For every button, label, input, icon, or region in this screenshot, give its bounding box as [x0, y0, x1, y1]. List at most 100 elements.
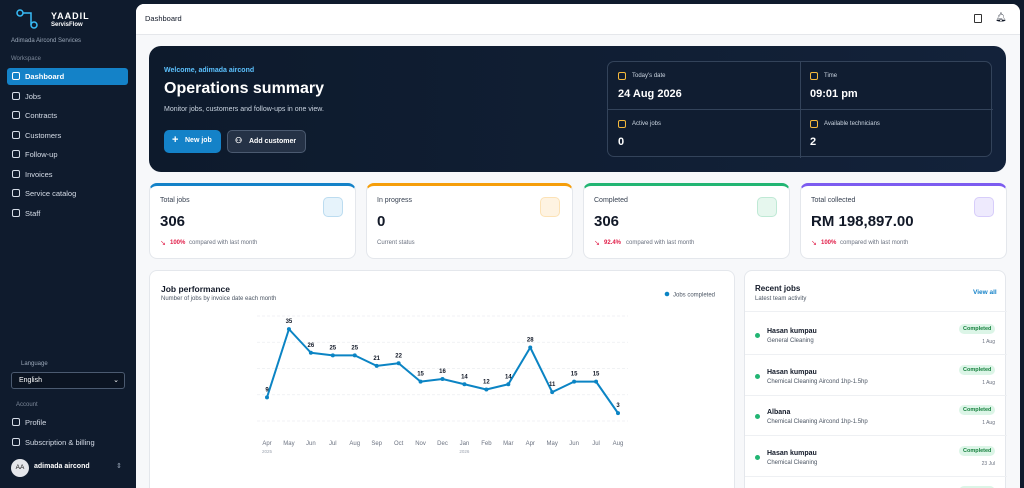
main: Dashboard 🔔︎ Welcome, adimada aircond Op… [136, 4, 1020, 488]
data-label: 25 [329, 345, 336, 351]
nav-label: Dashboard [25, 72, 65, 81]
nav-label: Jobs [25, 91, 41, 101]
nav-item[interactable]: Service catalog [7, 185, 128, 202]
job-name[interactable]: Albana [767, 409, 791, 416]
nav-item[interactable]: Staff [7, 205, 128, 222]
status-dot [755, 373, 760, 379]
point [396, 361, 401, 366]
chart-title: Job performance [161, 284, 230, 294]
chart-subtitle: Number of jobs by invoice date each mont… [161, 296, 277, 302]
data-label: 16 [439, 369, 446, 375]
x-tick-label: May [283, 441, 294, 447]
info-label: Today's date [632, 73, 666, 79]
trend-icon: ↘ [594, 240, 600, 247]
info-icon [810, 120, 818, 128]
stat-value: 306 [160, 213, 186, 230]
job-name[interactable]: Hasan kumpau [767, 328, 817, 335]
point [594, 379, 599, 384]
x-tick-label: Jun [569, 441, 579, 447]
data-label: 28 [527, 338, 534, 344]
x-tick-label: Aug [349, 441, 360, 447]
topbar: Dashboard 🔔︎ [136, 4, 1020, 35]
avatar: AA [11, 459, 29, 477]
x-tick-label: Apr [262, 441, 271, 447]
data-label: 22 [395, 353, 402, 359]
job-date: 1 Aug [982, 420, 995, 426]
language-value: English [19, 377, 42, 384]
divider [745, 475, 1007, 477]
nav-item[interactable]: Contracts [7, 107, 128, 124]
job-date: 23 Jul [981, 460, 995, 467]
job-name[interactable]: Hasan kumpau [767, 368, 817, 376]
x-tick-label: Aug [613, 441, 624, 447]
stat-icon [974, 197, 994, 217]
nav-item[interactable]: Dashboard [7, 68, 128, 85]
data-label: 14 [505, 374, 512, 380]
point [440, 377, 445, 381]
job-date: 1 Aug [982, 339, 995, 345]
point [308, 350, 313, 355]
hero: Welcome, adimada aircond Operations summ… [149, 46, 1006, 172]
info-icon [810, 72, 818, 80]
chart: Apr 2025 May Jun Jul Aug Sep Oct Nov Dec Jan 2026 Fe… [257, 291, 715, 454]
view-all[interactable]: View all [973, 289, 997, 296]
nav-item[interactable]: Follow-up [7, 146, 128, 163]
x-tick-label: Apr [526, 441, 535, 447]
button-label: New job [185, 137, 212, 144]
account-item[interactable]: Profile [7, 414, 128, 431]
job-name[interactable]: Hasan kumpau [767, 449, 817, 457]
user-menu[interactable]: ⇕ [116, 463, 122, 470]
account-item[interactable]: Subscription & billing [7, 434, 128, 451]
legend-dot [664, 291, 670, 297]
x-tick-sublabel: 2025 [262, 449, 273, 454]
user-name[interactable]: adimada aircond [34, 463, 90, 470]
point [418, 379, 423, 384]
account-label: Subscription & billing [25, 437, 95, 447]
chart-card: Job performance Number of jobs by invoic… [149, 270, 735, 488]
trend-icon: ↘ [811, 240, 817, 247]
status-badge: Completed [959, 486, 996, 488]
stat-value: 0 [377, 213, 386, 230]
status-dot [755, 454, 760, 460]
stat-change: 92.4% [604, 240, 622, 246]
status-badge: Completed [959, 364, 996, 375]
add-customer-button[interactable]: ⚇ Add customer [227, 130, 306, 153]
stat-icon [757, 197, 777, 217]
notifications[interactable]: 🔔︎ [995, 12, 1007, 22]
stat-card: In progress 0 Current status [366, 183, 573, 259]
stat-label: Total collected [811, 197, 856, 204]
data-label: 15 [571, 372, 578, 378]
data-label: 3 [616, 403, 620, 409]
panel-toggle[interactable] [974, 14, 982, 23]
account-label: Profile [25, 418, 47, 427]
info-label: Time [824, 73, 838, 79]
point [484, 387, 489, 392]
point [352, 353, 357, 358]
point [572, 379, 577, 384]
x-tick-label: Dec [437, 441, 448, 447]
info-value: 2 [810, 136, 817, 148]
x-tick-label: May [547, 441, 558, 447]
trend-icon: ↘ [160, 240, 166, 247]
nav-item[interactable]: Jobs [7, 88, 128, 105]
data-label: 26 [308, 343, 315, 349]
nav-item[interactable]: Invoices [7, 166, 128, 183]
data-label: 14 [461, 374, 468, 380]
nav-label: Customers [25, 130, 62, 140]
data-label: 11 [549, 382, 556, 388]
divider [745, 435, 1007, 436]
language-select[interactable]: English ⌄ [11, 372, 125, 389]
stat-value: RM 198,897.00 [811, 213, 914, 230]
new-job-button[interactable]: + New job [164, 130, 221, 153]
point [528, 345, 533, 350]
info-icon [618, 120, 626, 128]
recent-subtitle: Latest team activity [755, 296, 807, 302]
x-tick-label: Oct [394, 441, 404, 447]
stat-label: In progress [377, 197, 413, 204]
status-dot [755, 414, 760, 419]
divider [745, 394, 1007, 396]
nav-item[interactable]: Customers [7, 127, 128, 144]
data-label: 21 [373, 356, 380, 362]
recent-jobs-card: Recent jobs Latest team activity View al… [744, 270, 1007, 488]
